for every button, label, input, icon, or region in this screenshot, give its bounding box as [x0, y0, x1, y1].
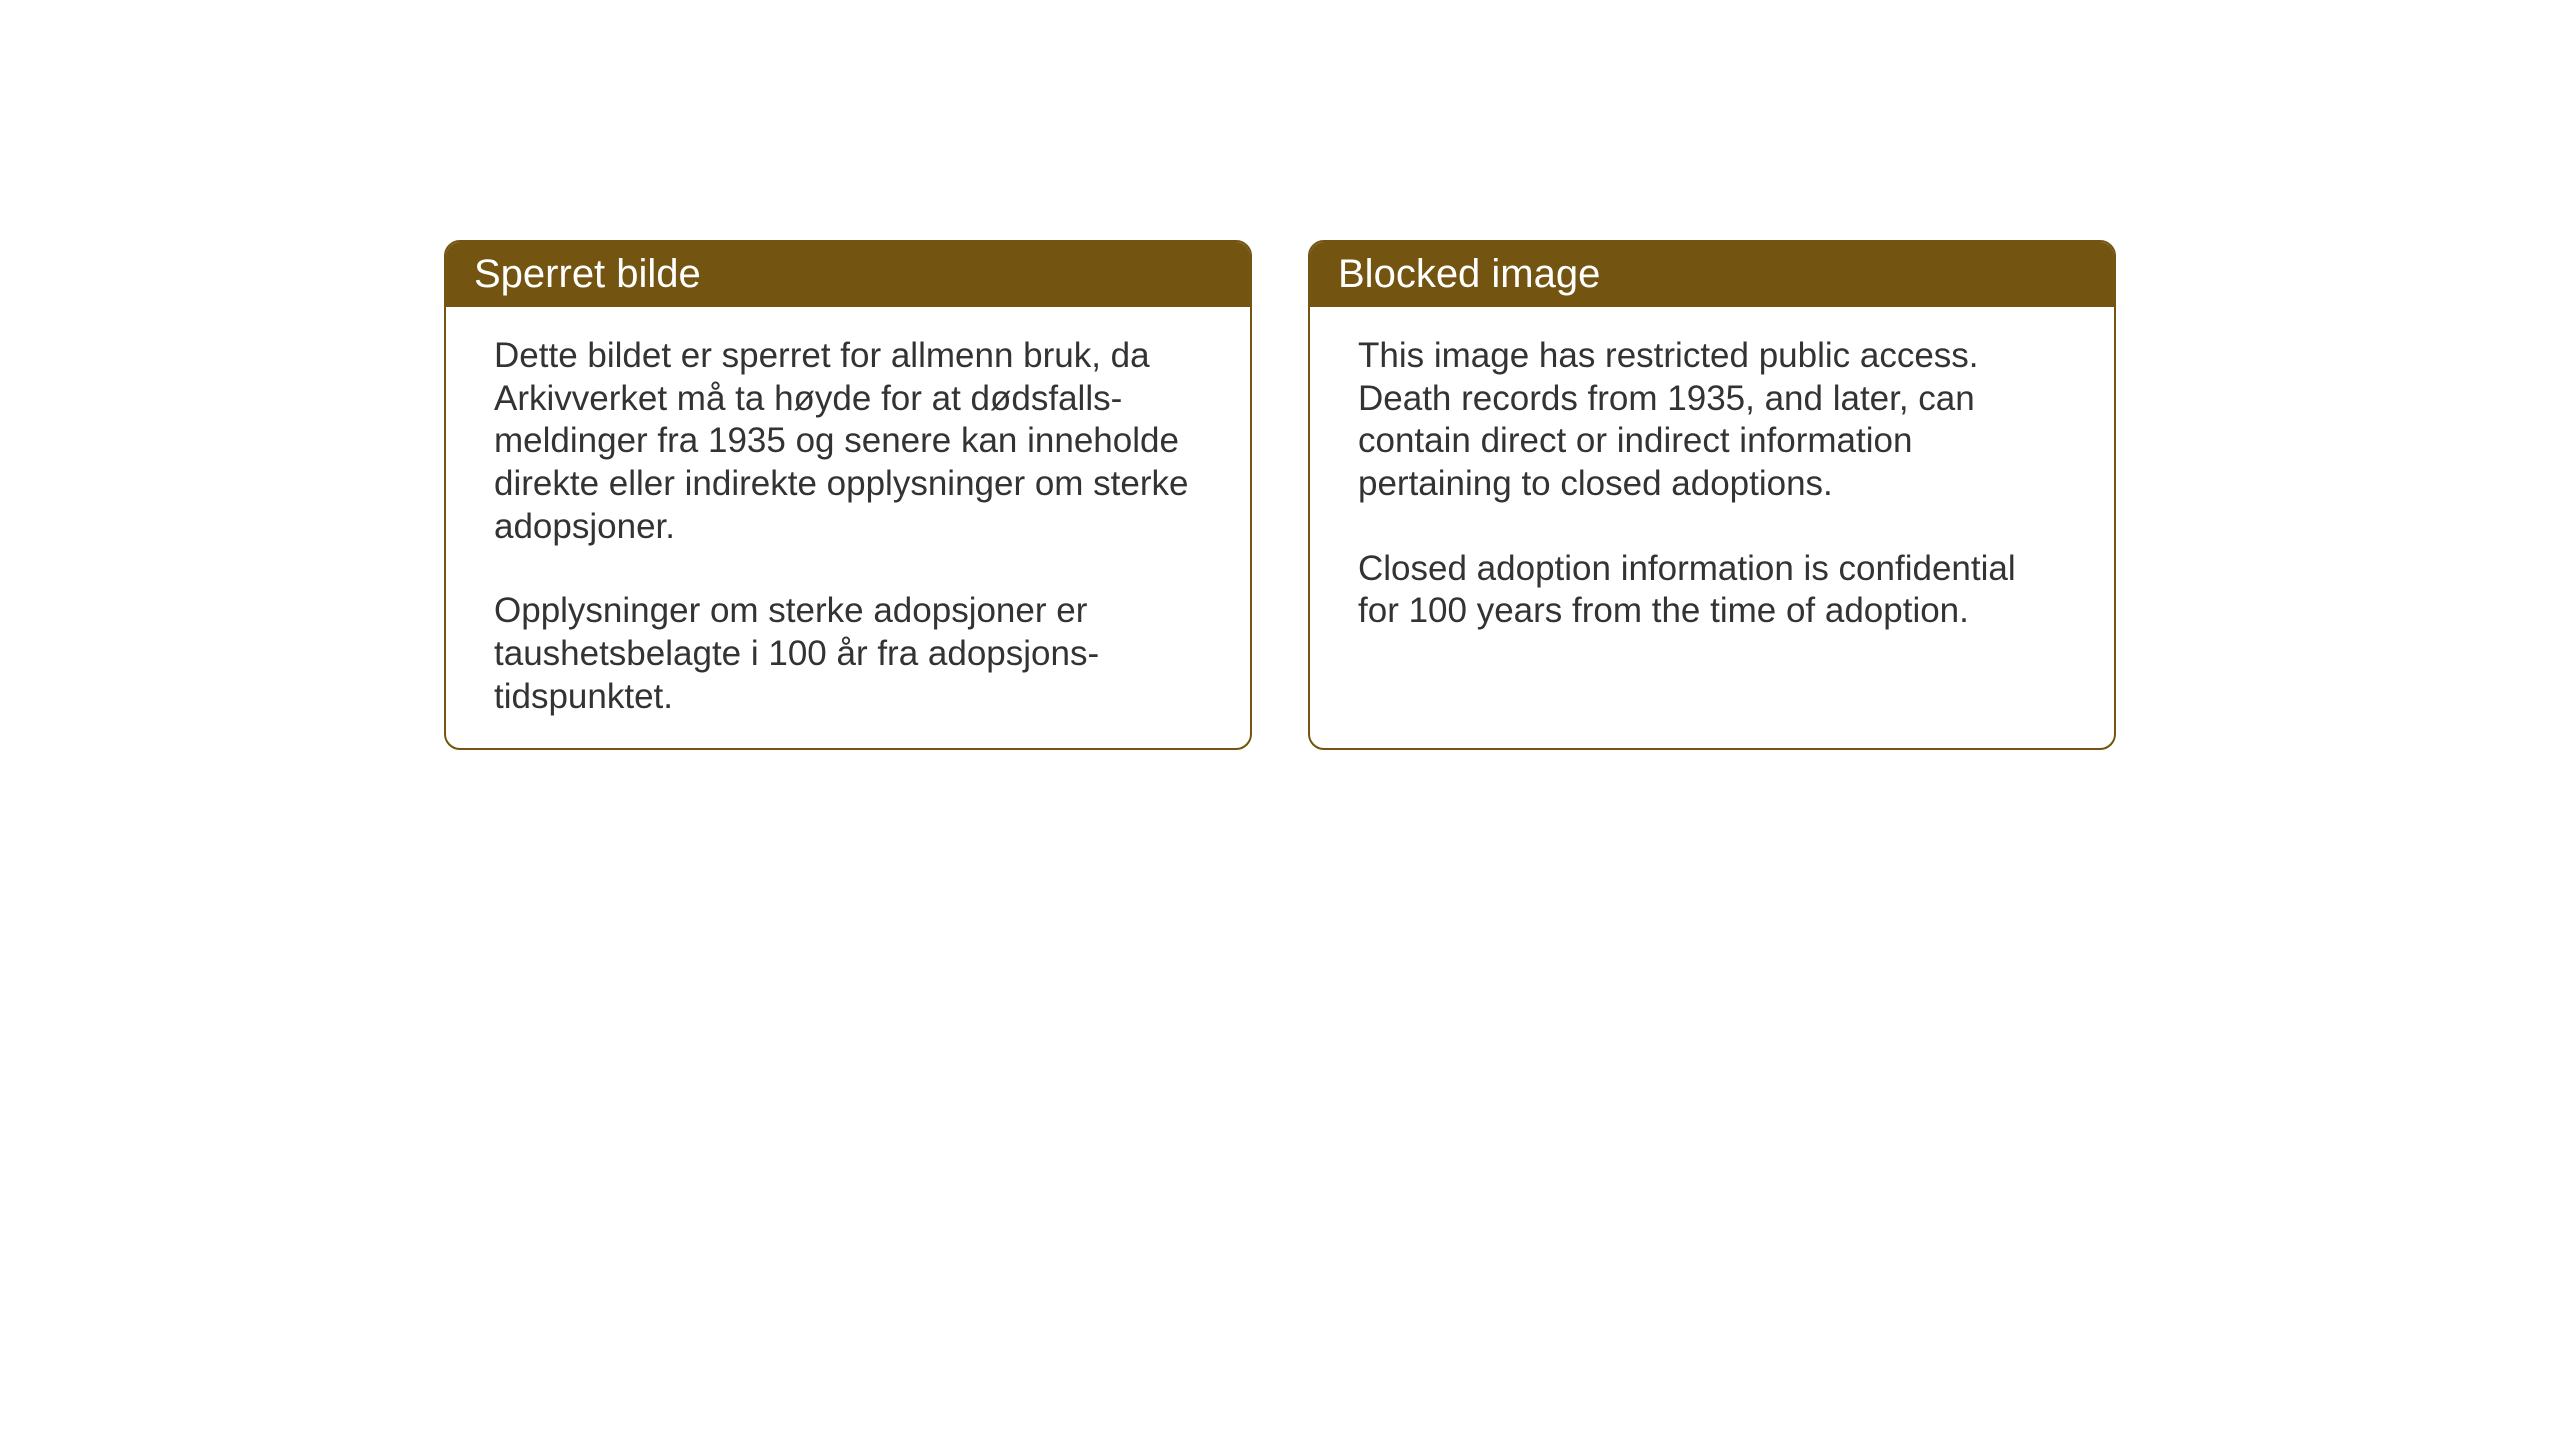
card-norwegian-title: Sperret bilde: [474, 252, 701, 296]
card-english-header: Blocked image: [1310, 242, 2114, 307]
card-norwegian-body: Dette bildet er sperret for allmenn bruk…: [446, 307, 1250, 750]
card-english-paragraph-1: This image has restricted public access.…: [1358, 335, 2066, 506]
card-english: Blocked image This image has restricted …: [1308, 240, 2116, 750]
card-english-paragraph-2: Closed adoption information is confident…: [1358, 548, 2066, 633]
card-norwegian-paragraph-1: Dette bildet er sperret for allmenn bruk…: [494, 335, 1202, 548]
card-norwegian-paragraph-2: Opplysninger om sterke adopsjoner er tau…: [494, 590, 1202, 718]
notice-cards-container: Sperret bilde Dette bildet er sperret fo…: [0, 0, 2560, 750]
card-english-title: Blocked image: [1338, 252, 1600, 296]
card-norwegian-header: Sperret bilde: [446, 242, 1250, 307]
card-english-body: This image has restricted public access.…: [1310, 307, 2114, 673]
card-norwegian: Sperret bilde Dette bildet er sperret fo…: [444, 240, 1252, 750]
